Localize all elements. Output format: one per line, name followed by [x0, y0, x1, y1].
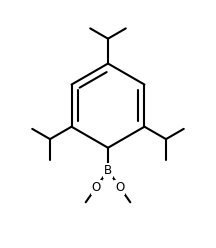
Text: B: B	[104, 164, 112, 177]
Text: O: O	[115, 181, 124, 194]
Text: O: O	[92, 181, 101, 194]
